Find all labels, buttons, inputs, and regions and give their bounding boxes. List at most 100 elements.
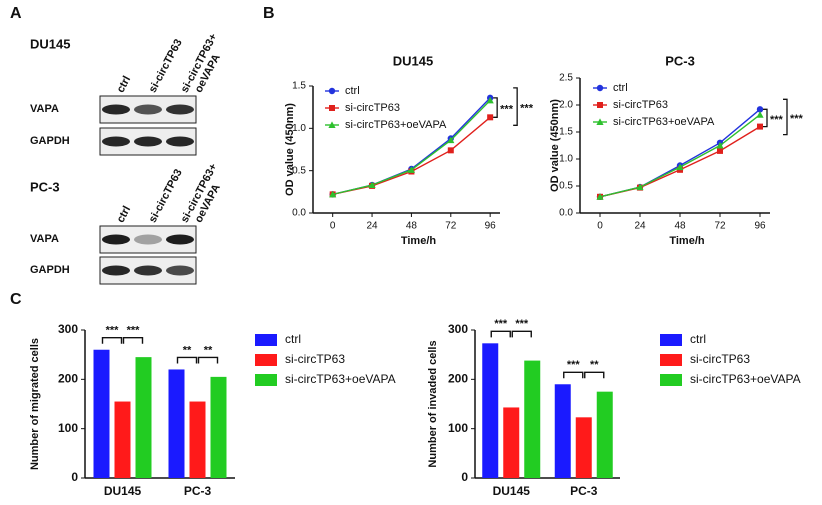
y-tick-label: 300 bbox=[58, 322, 78, 336]
blot-title: PC-3 bbox=[30, 179, 60, 194]
band bbox=[102, 104, 130, 115]
bar bbox=[524, 360, 541, 478]
bracket bbox=[783, 98, 788, 136]
legend-label: si-circTP63+oeVAPA bbox=[345, 119, 447, 131]
x-tick-label: 96 bbox=[754, 221, 766, 232]
y-tick-label: 300 bbox=[448, 322, 468, 336]
panel-label: B bbox=[263, 5, 275, 22]
x-tick-label: 72 bbox=[445, 221, 457, 232]
legend-label: si-circTP63 bbox=[345, 102, 400, 114]
x-tick-label: PC-3 bbox=[184, 484, 212, 498]
band bbox=[134, 234, 162, 245]
lane-label: si-circTP63 bbox=[147, 37, 185, 94]
row-label: VAPA bbox=[30, 233, 59, 245]
y-tick-label: 100 bbox=[58, 421, 78, 435]
bracket bbox=[493, 97, 498, 118]
bar bbox=[93, 349, 110, 478]
y-tick-label: 0.5 bbox=[559, 181, 573, 192]
legend-label: si-circTP63+oeVAPA bbox=[285, 372, 396, 386]
bracket bbox=[513, 87, 518, 126]
x-tick-label: 0 bbox=[597, 221, 603, 232]
y-axis-label: Number of migrated cells bbox=[29, 338, 41, 470]
y-tick-label: 200 bbox=[448, 372, 468, 386]
x-axis-label: Time/h bbox=[401, 235, 437, 247]
bracket bbox=[176, 356, 198, 364]
marker bbox=[717, 147, 723, 154]
bar bbox=[135, 357, 152, 478]
bar bbox=[210, 376, 227, 478]
y-tick-label: 200 bbox=[58, 372, 78, 386]
x-tick-label: 24 bbox=[366, 221, 378, 232]
band bbox=[102, 136, 130, 147]
band bbox=[134, 104, 162, 115]
marker bbox=[328, 121, 336, 128]
annotation: *** bbox=[520, 102, 534, 114]
marker bbox=[447, 147, 454, 154]
band bbox=[102, 265, 130, 276]
marker bbox=[486, 96, 494, 104]
x-axis-label: Time/h bbox=[669, 235, 705, 247]
y-axis-label: OD value (450nm) bbox=[284, 103, 296, 196]
line bbox=[599, 126, 761, 198]
band bbox=[134, 136, 162, 147]
marker bbox=[756, 106, 764, 113]
y-tick-label: 0 bbox=[71, 470, 78, 484]
marker bbox=[597, 102, 603, 108]
y-tick-label: 0.0 bbox=[559, 208, 573, 219]
bar bbox=[189, 401, 206, 478]
x-tick-label: 24 bbox=[634, 221, 646, 232]
legend-swatch bbox=[255, 374, 277, 386]
legend-label: si-circTP63 bbox=[690, 352, 750, 366]
legend-swatch bbox=[660, 334, 682, 346]
line bbox=[332, 99, 491, 196]
row-label: VAPA bbox=[30, 103, 59, 115]
y-tick-label: 1.5 bbox=[292, 81, 306, 92]
marker bbox=[407, 166, 416, 173]
panel-label: C bbox=[10, 291, 22, 308]
marker bbox=[596, 118, 604, 125]
legend-label: si-circTP63 bbox=[285, 352, 345, 366]
x-tick-label: DU145 bbox=[104, 484, 142, 498]
annotation: *** bbox=[500, 103, 514, 115]
annotation: ** bbox=[183, 344, 192, 356]
marker bbox=[447, 136, 455, 144]
y-tick-label: 1.0 bbox=[292, 123, 306, 134]
chart-title: DU145 bbox=[393, 53, 433, 68]
bar bbox=[596, 391, 613, 478]
x-tick-label: 48 bbox=[406, 221, 418, 232]
y-tick-label: 1.5 bbox=[559, 127, 573, 138]
legend-label: si-circTP63 bbox=[613, 99, 668, 111]
marker bbox=[716, 141, 724, 149]
x-tick-label: 72 bbox=[714, 221, 726, 232]
y-axis-label: Number of invaded cells bbox=[427, 340, 439, 467]
x-tick-label: 48 bbox=[674, 221, 686, 232]
marker bbox=[676, 163, 684, 171]
y-tick-label: 0.5 bbox=[292, 165, 306, 176]
marker bbox=[329, 190, 337, 198]
x-tick-label: 0 bbox=[330, 221, 336, 232]
bracket bbox=[101, 337, 123, 344]
annotation: ** bbox=[590, 359, 599, 371]
annotation: ** bbox=[204, 344, 213, 356]
legend-swatch bbox=[255, 354, 277, 366]
band bbox=[166, 104, 194, 115]
bracket bbox=[584, 371, 605, 379]
y-tick-label: 1.0 bbox=[559, 154, 573, 165]
annotation: *** bbox=[567, 359, 581, 371]
legend-swatch bbox=[660, 354, 682, 366]
annotation: *** bbox=[106, 325, 120, 337]
marker bbox=[596, 193, 604, 200]
lane-label: si-circTP63 bbox=[147, 167, 185, 224]
bar bbox=[168, 369, 185, 478]
bracket bbox=[763, 108, 768, 128]
y-tick-label: 2.0 bbox=[559, 100, 573, 111]
lane-label: ctrl bbox=[115, 204, 134, 225]
row-label: GAPDH bbox=[30, 264, 70, 276]
x-tick-label: PC-3 bbox=[570, 484, 598, 498]
legend-label: si-circTP63+oeVAPA bbox=[690, 372, 801, 386]
legend-swatch bbox=[255, 334, 277, 346]
band bbox=[134, 265, 162, 276]
marker bbox=[596, 84, 604, 92]
annotation: *** bbox=[127, 325, 141, 337]
marker bbox=[756, 111, 764, 118]
